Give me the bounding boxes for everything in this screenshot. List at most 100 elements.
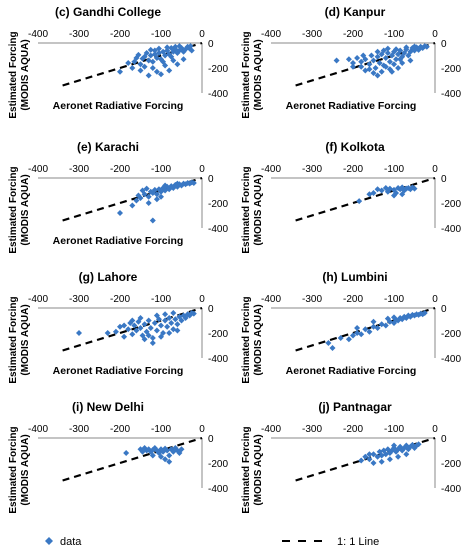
- data-point: [345, 56, 352, 63]
- data-point: [149, 58, 156, 65]
- data-point: [174, 321, 181, 328]
- x-tick-label: 0: [199, 294, 205, 305]
- x-tick-label: -400: [28, 424, 48, 435]
- data-point: [135, 51, 142, 58]
- data-point: [164, 323, 171, 330]
- data-point: [125, 60, 132, 66]
- y-axis-label-line: Estimated Forcing: [241, 426, 252, 513]
- y-tick-label: 0: [208, 434, 214, 445]
- data-point: [366, 451, 373, 458]
- y-axis-label-line: (MODIS AQUA): [20, 434, 31, 505]
- x-tick-label: -400: [28, 164, 48, 175]
- data-point: [378, 458, 385, 465]
- data-point: [129, 331, 136, 338]
- x-tick-label: -300: [69, 294, 89, 305]
- y-tick-label: -400: [441, 354, 461, 365]
- data-point: [149, 335, 156, 341]
- data-point: [141, 336, 148, 343]
- data-point: [162, 317, 169, 324]
- x-tick-label: -300: [302, 29, 322, 40]
- data-point: [370, 451, 377, 458]
- data-point: [76, 330, 82, 336]
- data-point: [411, 43, 418, 50]
- data-point: [141, 63, 148, 70]
- data-point: [350, 60, 356, 66]
- data-point: [158, 193, 164, 200]
- x-tick-label: 0: [432, 164, 438, 175]
- data-point: [374, 48, 381, 55]
- data-point: [423, 43, 430, 50]
- data-point: [166, 315, 173, 321]
- data-point: [166, 458, 173, 465]
- y-tick-label: 0: [208, 174, 214, 185]
- data-point: [370, 318, 377, 325]
- x-tick-label: -200: [110, 424, 130, 435]
- data-point: [358, 63, 365, 70]
- data-point: [117, 210, 123, 216]
- data-point: [117, 68, 123, 75]
- data-point: [337, 335, 344, 341]
- data-point: [190, 310, 197, 317]
- data-point: [133, 197, 140, 204]
- x-axis-label: Aeronet Radiative Forcing: [53, 235, 184, 247]
- x-tick-label: -100: [151, 29, 171, 40]
- legend-data-marker: [45, 537, 53, 545]
- data-point: [129, 65, 136, 71]
- x-tick-label: 0: [432, 424, 438, 435]
- y-axis-label: Estimated Forcing(MODIS AQUA): [241, 31, 264, 118]
- y-tick-label: 0: [441, 39, 447, 50]
- data-point: [391, 314, 397, 321]
- data-point: [149, 340, 156, 346]
- data-point: [374, 53, 381, 60]
- data-point: [158, 453, 164, 460]
- data-point: [153, 196, 160, 203]
- x-tick-label: -100: [384, 424, 404, 435]
- y-tick-label: 0: [208, 39, 214, 50]
- data-point: [172, 316, 179, 323]
- data-point: [151, 186, 158, 193]
- x-tick-label: -300: [302, 424, 322, 435]
- data-point: [397, 56, 404, 63]
- panel-title: (j) Pantnagar: [318, 400, 392, 414]
- data-point: [378, 68, 385, 75]
- data-point: [180, 56, 187, 63]
- data-point: [421, 310, 428, 316]
- y-axis-label-line: (MODIS AQUA): [253, 304, 264, 375]
- y-tick-label: -200: [441, 199, 461, 210]
- data-point: [166, 452, 173, 459]
- x-tick-label: -100: [151, 424, 171, 435]
- y-tick-label: -200: [208, 459, 228, 470]
- data-point: [176, 43, 183, 50]
- data-point: [358, 331, 365, 338]
- data-point: [366, 66, 373, 73]
- data-point: [145, 317, 152, 324]
- data-point: [388, 68, 395, 75]
- data-point: [112, 328, 119, 335]
- x-tick-label: -300: [69, 164, 89, 175]
- data-point: [399, 191, 406, 198]
- y-tick-label: -200: [208, 64, 228, 75]
- x-tick-label: -300: [302, 164, 322, 175]
- data-point: [141, 321, 148, 328]
- data-point: [174, 327, 181, 334]
- x-tick-label: 0: [199, 29, 205, 40]
- data-point: [372, 65, 379, 71]
- data-point: [382, 55, 389, 61]
- data-point: [403, 44, 410, 51]
- data-point: [403, 451, 410, 458]
- panel-title: (g) Lahore: [79, 270, 138, 284]
- data-point: [162, 456, 169, 463]
- y-axis-label-line: (MODIS AQUA): [20, 174, 31, 245]
- data-point: [354, 55, 361, 61]
- data-point: [153, 312, 160, 319]
- one-to-one-line: [62, 436, 203, 482]
- data-point: [358, 457, 365, 464]
- data-point: [155, 45, 162, 52]
- data-point: [168, 320, 175, 326]
- data-point: [153, 191, 160, 198]
- data-point: [160, 58, 167, 65]
- x-tick-label: -300: [302, 294, 322, 305]
- data-point: [370, 57, 377, 64]
- data-point: [384, 315, 391, 322]
